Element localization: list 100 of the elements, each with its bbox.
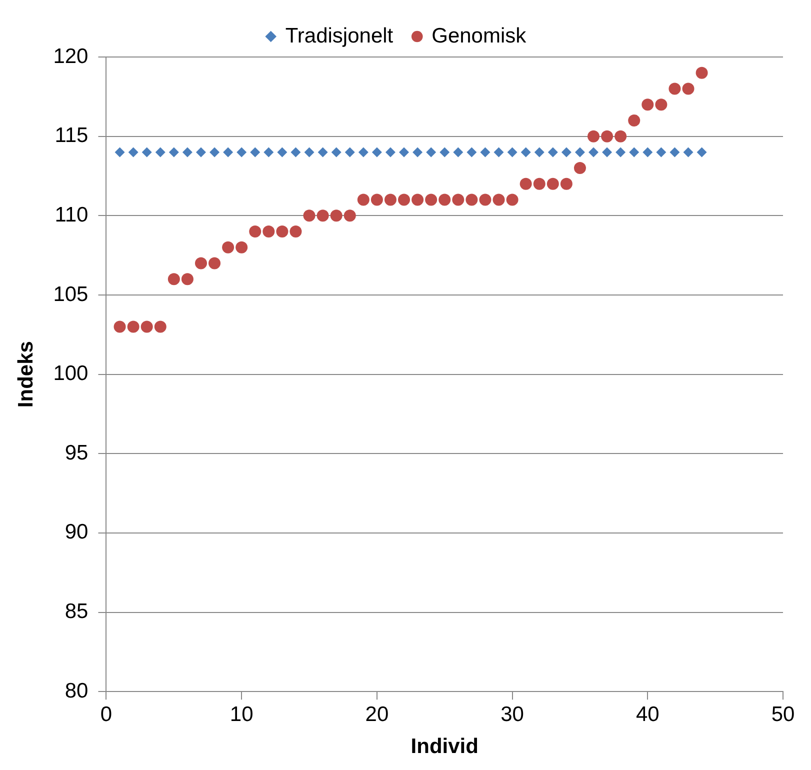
point: [426, 147, 436, 158]
point: [194, 257, 207, 270]
point: [344, 147, 355, 158]
point: [370, 194, 383, 206]
point: [574, 162, 586, 174]
y-tick-label: 110: [54, 203, 88, 226]
y-tick-label: 80: [64, 679, 88, 702]
point: [290, 226, 302, 238]
point: [168, 273, 180, 286]
point: [601, 130, 614, 142]
point: [655, 98, 668, 111]
point: [642, 147, 653, 158]
point: [222, 241, 234, 254]
point: [262, 226, 275, 238]
x-tick-label: 50: [771, 702, 795, 726]
point: [670, 147, 680, 158]
point: [196, 147, 206, 158]
point: [277, 147, 288, 158]
point: [304, 147, 314, 158]
point: [560, 178, 572, 190]
point: [440, 147, 450, 158]
point: [168, 147, 179, 158]
point: [561, 147, 572, 158]
y-tick-label: 95: [64, 441, 88, 464]
point: [344, 210, 356, 222]
y-axis-title: Indeks: [14, 341, 38, 408]
x-tick-label: 0: [100, 702, 112, 726]
point: [533, 178, 546, 190]
point: [548, 147, 558, 158]
point: [629, 147, 640, 158]
point: [506, 194, 518, 206]
point: [412, 194, 424, 206]
point: [628, 114, 640, 126]
point: [331, 147, 342, 158]
point: [682, 82, 694, 95]
point: [683, 147, 694, 158]
point: [384, 194, 396, 206]
point: [127, 320, 140, 333]
x-tick-label: 10: [230, 702, 254, 726]
point: [453, 147, 464, 158]
point: [236, 241, 248, 254]
y-tick-label: 120: [53, 44, 88, 68]
point: [520, 147, 531, 158]
point: [181, 273, 194, 286]
point: [398, 194, 410, 206]
point: [616, 147, 626, 158]
point: [210, 147, 220, 158]
point: [372, 147, 382, 158]
point: [357, 194, 370, 206]
point: [696, 147, 707, 158]
point: [642, 98, 654, 111]
point: [614, 130, 627, 142]
point: [399, 147, 410, 158]
point: [155, 147, 166, 158]
point: [208, 257, 221, 270]
point: [264, 147, 274, 158]
legend-label: Genomisk: [432, 24, 527, 48]
point: [466, 147, 477, 158]
point: [316, 210, 329, 222]
point: [250, 147, 260, 158]
y-tick-label: 105: [53, 282, 88, 306]
point: [452, 194, 464, 206]
point: [318, 147, 328, 158]
point: [602, 147, 612, 158]
point: [412, 147, 423, 158]
point: [534, 147, 544, 158]
point: [154, 320, 166, 333]
point: [480, 147, 490, 158]
point: [358, 147, 368, 158]
x-tick-label: 30: [500, 702, 524, 726]
point: [385, 147, 396, 158]
point: [574, 147, 585, 158]
point: [479, 194, 492, 206]
point: [140, 320, 153, 333]
point: [303, 210, 316, 222]
x-tick-label: 40: [636, 702, 660, 726]
point: [507, 147, 518, 158]
point: [182, 147, 192, 158]
point: [588, 147, 599, 158]
point: [223, 147, 234, 158]
point: [492, 194, 505, 206]
point: [466, 194, 478, 206]
point: [656, 147, 666, 158]
point: [114, 320, 126, 333]
x-axis-title: Individ: [410, 735, 478, 758]
x-tick-label: 20: [365, 702, 389, 726]
y-tick-label: 90: [64, 520, 88, 544]
point: [520, 178, 532, 190]
y-tick-label: 100: [53, 362, 88, 386]
point: [494, 147, 504, 158]
y-tick-label: 115: [54, 124, 88, 148]
point: [114, 147, 125, 158]
point: [668, 82, 681, 95]
point: [546, 178, 559, 190]
point: [290, 147, 301, 158]
point: [696, 66, 708, 79]
y-tick-label: 85: [64, 600, 88, 624]
point: [425, 194, 438, 206]
point: [142, 147, 152, 158]
point: [249, 226, 262, 238]
